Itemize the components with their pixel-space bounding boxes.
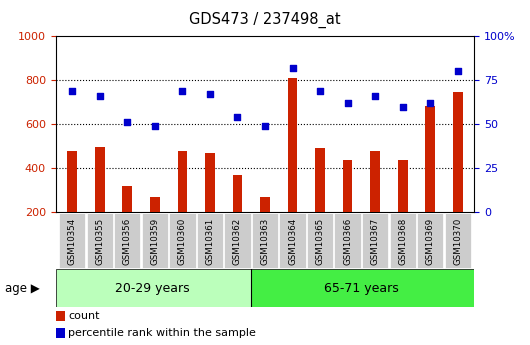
Point xyxy=(426,100,435,106)
Point xyxy=(288,65,297,71)
Bar xyxy=(178,150,187,212)
Bar xyxy=(197,213,223,268)
Bar xyxy=(390,213,416,268)
Point xyxy=(178,88,187,93)
Bar xyxy=(224,213,251,268)
Bar xyxy=(67,150,77,212)
Bar xyxy=(86,213,113,268)
Text: count: count xyxy=(68,311,100,321)
Bar xyxy=(142,213,168,268)
Bar xyxy=(445,213,471,268)
Point xyxy=(206,91,214,97)
Bar xyxy=(343,160,352,212)
Bar xyxy=(315,148,325,212)
Text: GSM10356: GSM10356 xyxy=(123,218,132,265)
Bar xyxy=(251,269,474,307)
Bar xyxy=(56,310,65,321)
Text: GSM10362: GSM10362 xyxy=(233,218,242,265)
Point xyxy=(123,120,131,125)
Point xyxy=(261,123,269,129)
Text: GDS473 / 237498_at: GDS473 / 237498_at xyxy=(189,12,341,28)
Text: GSM10363: GSM10363 xyxy=(261,218,269,265)
Bar xyxy=(362,213,388,268)
Bar xyxy=(279,213,306,268)
Point xyxy=(343,100,352,106)
Bar xyxy=(56,269,251,307)
Text: GSM10359: GSM10359 xyxy=(151,218,160,265)
Point xyxy=(68,88,76,93)
Bar xyxy=(56,328,65,338)
Bar xyxy=(398,160,408,212)
Bar xyxy=(307,213,333,268)
Text: GSM10366: GSM10366 xyxy=(343,218,352,265)
Text: GSM10355: GSM10355 xyxy=(95,218,104,265)
Text: age ▶: age ▶ xyxy=(5,282,40,295)
Bar xyxy=(169,213,196,268)
Text: 20-29 years: 20-29 years xyxy=(115,282,189,295)
Text: GSM10368: GSM10368 xyxy=(398,218,407,265)
Point xyxy=(233,115,242,120)
Point xyxy=(95,93,104,99)
Text: GSM10360: GSM10360 xyxy=(178,218,187,265)
Point xyxy=(454,69,462,74)
Bar xyxy=(370,151,380,212)
Bar xyxy=(252,213,278,268)
Bar xyxy=(205,153,215,212)
Text: GSM10354: GSM10354 xyxy=(68,218,77,265)
Bar xyxy=(453,92,463,212)
Point xyxy=(371,93,379,99)
Bar xyxy=(334,213,361,268)
Bar xyxy=(59,213,85,268)
Bar xyxy=(426,106,435,212)
Point xyxy=(151,123,159,129)
Bar xyxy=(233,175,242,212)
Bar xyxy=(150,197,160,212)
Bar xyxy=(114,213,140,268)
Point xyxy=(399,104,407,109)
Bar xyxy=(260,197,270,212)
Point xyxy=(316,88,324,93)
Bar xyxy=(122,186,132,212)
Text: GSM10367: GSM10367 xyxy=(370,218,379,265)
Text: GSM10361: GSM10361 xyxy=(206,218,215,265)
Text: GSM10365: GSM10365 xyxy=(315,218,324,265)
Bar xyxy=(417,213,444,268)
Text: 65-71 years: 65-71 years xyxy=(324,282,399,295)
Bar xyxy=(95,147,104,212)
Text: percentile rank within the sample: percentile rank within the sample xyxy=(68,328,256,338)
Bar xyxy=(288,78,297,212)
Text: GSM10370: GSM10370 xyxy=(453,218,462,265)
Text: GSM10364: GSM10364 xyxy=(288,218,297,265)
Text: GSM10369: GSM10369 xyxy=(426,218,435,265)
